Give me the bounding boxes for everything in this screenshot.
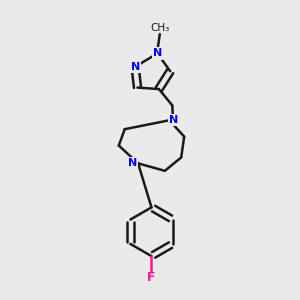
- Text: N: N: [128, 158, 137, 168]
- Text: F: F: [147, 271, 156, 284]
- Text: CH₃: CH₃: [151, 22, 170, 32]
- Text: N: N: [153, 48, 162, 59]
- Text: N: N: [130, 62, 140, 72]
- Text: N: N: [169, 115, 179, 125]
